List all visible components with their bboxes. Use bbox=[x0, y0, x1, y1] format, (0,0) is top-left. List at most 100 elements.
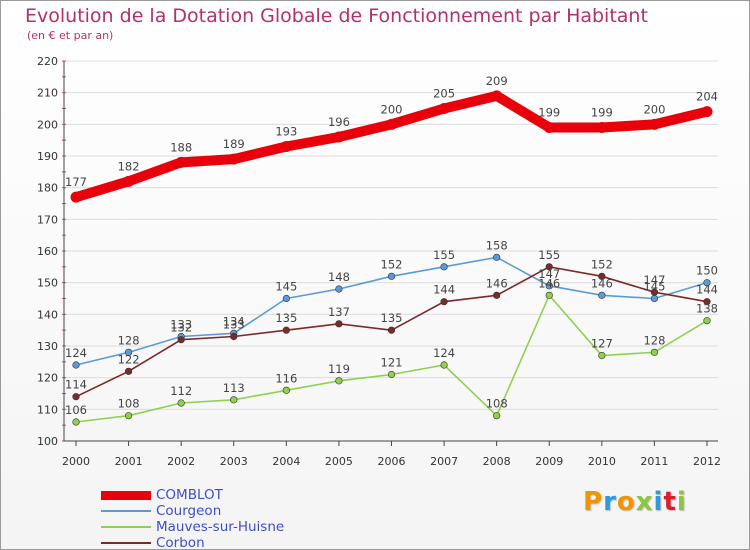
axes: 100 110 120 130 140 150 160 170 180 190 200 210 220 2… bbox=[37, 55, 721, 468]
x-tick-label: 2008 bbox=[483, 455, 511, 468]
legend-swatch bbox=[101, 510, 151, 512]
y-tick-label: 200 bbox=[37, 118, 58, 131]
x-tick-label: 2001 bbox=[115, 455, 143, 468]
logo-letter: i bbox=[676, 487, 687, 517]
y-tick-label: 210 bbox=[37, 87, 58, 100]
data-point-comblot bbox=[175, 156, 187, 168]
grid-lines bbox=[64, 60, 718, 442]
data-point-corbon bbox=[124, 367, 133, 375]
legend-item: Courgeon bbox=[101, 503, 284, 519]
data-label: 209 bbox=[486, 74, 508, 88]
legend-item: Corbon bbox=[101, 535, 284, 550]
data-label: 146 bbox=[591, 276, 613, 290]
data-label: 128 bbox=[118, 333, 140, 347]
y-tick-label: 140 bbox=[37, 308, 58, 321]
logo-letter: r bbox=[603, 487, 617, 517]
data-label: 196 bbox=[328, 115, 350, 129]
data-labels: 177 182 188 189 193 196 200 205 209 199 199 200 204 1… bbox=[65, 74, 718, 417]
data-point-mauves-sur-huisne bbox=[598, 351, 606, 360]
x-tick-label: 2005 bbox=[325, 455, 353, 468]
data-point-corbon bbox=[545, 263, 553, 271]
data-point-corbon bbox=[177, 336, 185, 344]
data-point-corbon bbox=[282, 326, 290, 334]
logo-letter: P bbox=[583, 487, 604, 517]
data-label: 132 bbox=[170, 321, 192, 335]
data-label: 189 bbox=[223, 137, 245, 151]
data-point-mauves-sur-huisne bbox=[72, 418, 80, 426]
y-tick-label: 220 bbox=[37, 55, 58, 68]
y-tick-label: 180 bbox=[37, 182, 58, 195]
data-point-courgeon bbox=[440, 263, 448, 271]
y-tick-label: 160 bbox=[37, 245, 58, 258]
legend-item: Mauves-sur-Huisne bbox=[101, 519, 284, 535]
data-label: 193 bbox=[275, 125, 297, 139]
data-point-mauves-sur-huisne bbox=[650, 348, 659, 356]
data-point-mauves-sur-huisne bbox=[387, 370, 396, 379]
legend-label: Corbon bbox=[156, 535, 205, 550]
data-label: 145 bbox=[275, 280, 297, 294]
data-label: 199 bbox=[538, 106, 560, 120]
chart-subtitle: (en € et par an) bbox=[27, 29, 114, 42]
proxiti-logo: Proxiti bbox=[583, 487, 687, 517]
data-point-mauves-sur-huisne bbox=[177, 399, 185, 407]
data-point-corbon bbox=[598, 272, 606, 280]
data-label: 128 bbox=[643, 333, 665, 347]
data-label: 114 bbox=[65, 378, 87, 392]
data-point-comblot bbox=[386, 118, 397, 130]
data-label: 146 bbox=[538, 276, 560, 290]
data-label: 177 bbox=[65, 175, 87, 189]
data-point-comblot bbox=[491, 90, 503, 102]
data-label: 116 bbox=[275, 371, 297, 385]
legend-label: Mauves-sur-Huisne bbox=[156, 519, 285, 535]
data-label: 152 bbox=[591, 257, 613, 271]
logo-letter: x bbox=[635, 487, 654, 517]
series-lines bbox=[70, 90, 713, 426]
data-point-mauves-sur-huisne bbox=[703, 317, 711, 325]
data-label: 119 bbox=[328, 362, 350, 376]
data-point-courgeon bbox=[598, 291, 606, 299]
x-tick-label: 2007 bbox=[430, 455, 458, 468]
data-label: 106 bbox=[65, 403, 87, 417]
data-label: 148 bbox=[328, 270, 350, 284]
data-label: 127 bbox=[591, 337, 613, 351]
data-label: 138 bbox=[696, 302, 718, 316]
data-label: 144 bbox=[433, 283, 455, 297]
data-label: 152 bbox=[381, 257, 403, 271]
data-point-comblot bbox=[648, 118, 660, 130]
x-tick-label: 2006 bbox=[378, 455, 406, 468]
data-point-mauves-sur-huisne bbox=[124, 412, 133, 420]
data-point-comblot bbox=[70, 191, 82, 203]
x-tick-label: 2009 bbox=[535, 455, 563, 468]
data-label: 147 bbox=[538, 267, 560, 281]
y-tick-label: 120 bbox=[37, 372, 58, 385]
data-point-corbon bbox=[72, 393, 80, 401]
x-tick-label: 2004 bbox=[272, 455, 300, 468]
data-point-courgeon bbox=[282, 294, 290, 303]
legend-swatch bbox=[101, 526, 151, 528]
data-point-corbon bbox=[335, 320, 343, 328]
logo-letter: t bbox=[663, 487, 677, 517]
data-point-courgeon bbox=[493, 253, 501, 261]
legend: COMBLOT Courgeon Mauves-sur-Huisne Corbon bbox=[101, 487, 284, 550]
data-point-courgeon bbox=[387, 272, 396, 280]
data-label: 124 bbox=[433, 346, 455, 360]
data-point-mauves-sur-huisne bbox=[440, 361, 448, 369]
data-label: 150 bbox=[696, 264, 718, 278]
data-label: 205 bbox=[433, 87, 455, 101]
legend-item: COMBLOT bbox=[101, 487, 284, 503]
data-point-mauves-sur-huisne bbox=[335, 377, 343, 385]
y-tick-label: 170 bbox=[37, 213, 58, 226]
y-tick-label: 100 bbox=[37, 435, 58, 448]
data-label: 135 bbox=[275, 311, 297, 325]
data-point-comblot bbox=[333, 131, 345, 143]
y-tick-label: 190 bbox=[37, 150, 58, 163]
logo-letter: i bbox=[653, 487, 664, 517]
data-point-corbon bbox=[230, 332, 238, 341]
data-point-comblot bbox=[280, 141, 292, 152]
data-label: 135 bbox=[381, 311, 403, 325]
data-point-corbon bbox=[703, 298, 711, 306]
data-label: 134 bbox=[223, 314, 245, 328]
data-point-comblot bbox=[596, 122, 608, 133]
data-point-comblot bbox=[123, 175, 135, 187]
data-point-courgeon bbox=[72, 361, 80, 369]
